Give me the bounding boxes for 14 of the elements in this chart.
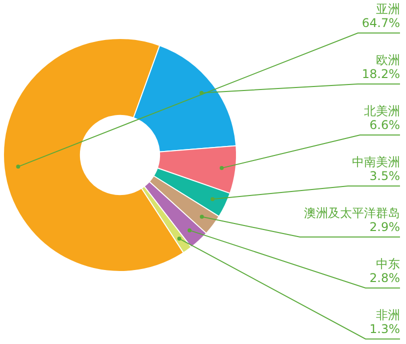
slice-label: 非洲 [376, 308, 400, 322]
slice-label: 澳洲及太平洋群岛 [304, 206, 400, 220]
data-label: 2.9% [370, 220, 400, 234]
slice-label: 中南美洲 [352, 155, 400, 170]
slice-label: 欧洲 [376, 53, 400, 68]
data-label: 6.6% [370, 118, 400, 132]
slice-label: 亚洲 [376, 2, 400, 16]
data-label: 3.5% [370, 169, 400, 184]
data-label: 64.7% [362, 16, 400, 30]
data-label: 2.8% [370, 271, 400, 286]
slice-label: 北美洲 [364, 104, 400, 118]
data-label: 18.2% [362, 67, 400, 82]
slice-label: 中东 [376, 257, 400, 272]
data-label: 1.3% [370, 322, 400, 336]
